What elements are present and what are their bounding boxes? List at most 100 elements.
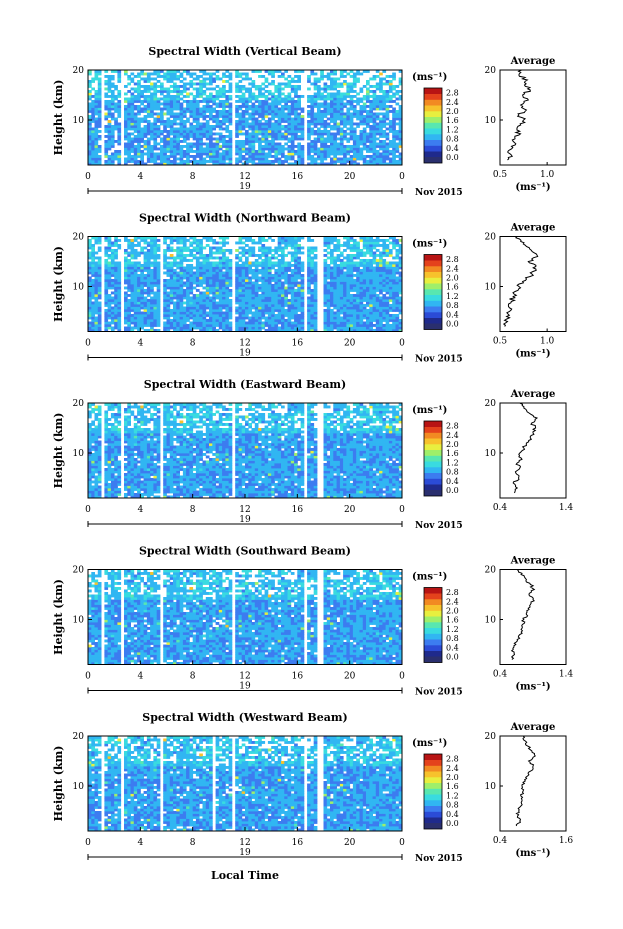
heatmap-cell	[97, 306, 102, 310]
heatmap-cell	[166, 264, 171, 267]
heatmap-cell	[326, 324, 331, 327]
heatmap-cell	[153, 264, 158, 267]
heatmap-cell	[140, 286, 144, 290]
heatmap-cell	[97, 160, 102, 163]
heatmap-cell	[310, 259, 315, 262]
heatmap-cell	[146, 329, 151, 332]
heatmap-cell	[339, 70, 344, 73]
heatmap-cell	[192, 100, 197, 103]
heatmap-cell	[153, 102, 158, 106]
heatmap-cell	[169, 142, 174, 146]
heatmap-cell	[238, 107, 243, 111]
heatmap-cell	[104, 259, 109, 262]
heatmap-cell	[274, 286, 279, 290]
heatmap-cell	[317, 107, 321, 111]
heatmap-cell	[228, 314, 233, 317]
heatmap-cell	[281, 284, 285, 287]
heatmap-cell	[326, 140, 331, 143]
heatmap-cell	[199, 256, 203, 260]
heatmap-cell	[307, 326, 311, 330]
heatmap-cell	[150, 311, 154, 315]
heatmap-cell	[385, 92, 390, 96]
heatmap-cell	[366, 132, 370, 136]
heatmap-cell	[107, 311, 112, 315]
heatmap-cell	[245, 72, 249, 76]
heatmap-cell	[248, 301, 252, 305]
heatmap-cell	[375, 115, 380, 118]
heatmap-cell	[218, 135, 223, 138]
heatmap-cell	[124, 122, 128, 126]
heatmap-cell	[114, 274, 118, 277]
heatmap-cell	[225, 95, 230, 98]
heatmap-cell	[310, 147, 315, 151]
heatmap-cell	[258, 152, 262, 156]
heatmap-cell	[91, 135, 95, 138]
heatmap-cell	[398, 95, 403, 98]
heatmap-cell	[195, 256, 200, 260]
heatmap-cell	[137, 127, 141, 131]
heatmap-cell	[107, 279, 112, 282]
heatmap-cell	[140, 291, 144, 295]
heatmap-cell	[88, 80, 92, 83]
heatmap-cell	[176, 135, 180, 138]
heatmap-cell	[133, 326, 138, 330]
heatmap-cell	[294, 105, 298, 108]
heatmap-cell	[258, 289, 262, 292]
heatmap-cell	[310, 311, 315, 315]
heatmap-cell	[163, 145, 167, 148]
heatmap-cell	[294, 251, 298, 255]
heatmap-cell	[133, 105, 138, 108]
heatmap-cell	[228, 145, 233, 148]
heatmap-cell	[91, 137, 95, 141]
heatmap-cell	[117, 291, 122, 295]
heatmap-cell	[290, 97, 295, 101]
heatmap-cell	[110, 102, 115, 106]
heatmap-cell	[107, 135, 112, 138]
heatmap-cell	[179, 281, 184, 285]
heatmap-cell	[173, 269, 177, 272]
heatmap-cell	[323, 137, 328, 141]
heatmap-cell	[117, 244, 122, 247]
heatmap-cell	[212, 286, 216, 290]
heatmap-cell	[392, 95, 396, 98]
heatmap-cell	[336, 137, 341, 141]
heatmap-cell	[215, 271, 220, 275]
heatmap-cell	[294, 112, 298, 116]
heatmap-cell	[166, 120, 171, 123]
heatmap-cell	[310, 157, 315, 161]
heatmap-cell	[117, 324, 122, 327]
heatmap-cell	[343, 150, 347, 153]
heatmap-cell	[212, 294, 216, 297]
heatmap-cell	[199, 160, 203, 163]
heatmap-cell	[215, 150, 220, 153]
heatmap-cell	[307, 289, 311, 292]
heatmap-cell	[179, 140, 184, 143]
heatmap-cell	[130, 122, 135, 126]
heatmap-cell	[245, 321, 249, 325]
heatmap-cell	[153, 244, 158, 247]
heatmap-cell	[290, 102, 295, 106]
heatmap-cell	[97, 92, 102, 96]
heatmap-cell	[146, 316, 151, 320]
heatmap-cell	[169, 162, 174, 166]
heatmap-cell	[124, 135, 128, 138]
heatmap-cell	[97, 314, 102, 317]
heatmap-cell	[287, 276, 292, 280]
heatmap-cell	[258, 147, 262, 151]
heatmap-cell	[163, 77, 167, 81]
heatmap-cell	[235, 291, 239, 295]
heatmap-cell	[264, 147, 269, 151]
heatmap-cell	[264, 301, 269, 305]
heatmap-cell	[127, 117, 131, 121]
heatmap-cell	[91, 321, 95, 325]
heatmap-cell	[372, 117, 377, 121]
heatmap-cell	[186, 92, 190, 96]
heatmap-cell	[130, 266, 135, 270]
heatmap-cell	[137, 309, 141, 312]
heatmap-cell	[153, 246, 158, 250]
heatmap-cell	[346, 137, 351, 141]
heatmap-cell	[326, 87, 331, 91]
heatmap-cell	[110, 286, 115, 290]
heatmap-cell	[91, 157, 95, 161]
heatmap-cell	[88, 271, 92, 275]
